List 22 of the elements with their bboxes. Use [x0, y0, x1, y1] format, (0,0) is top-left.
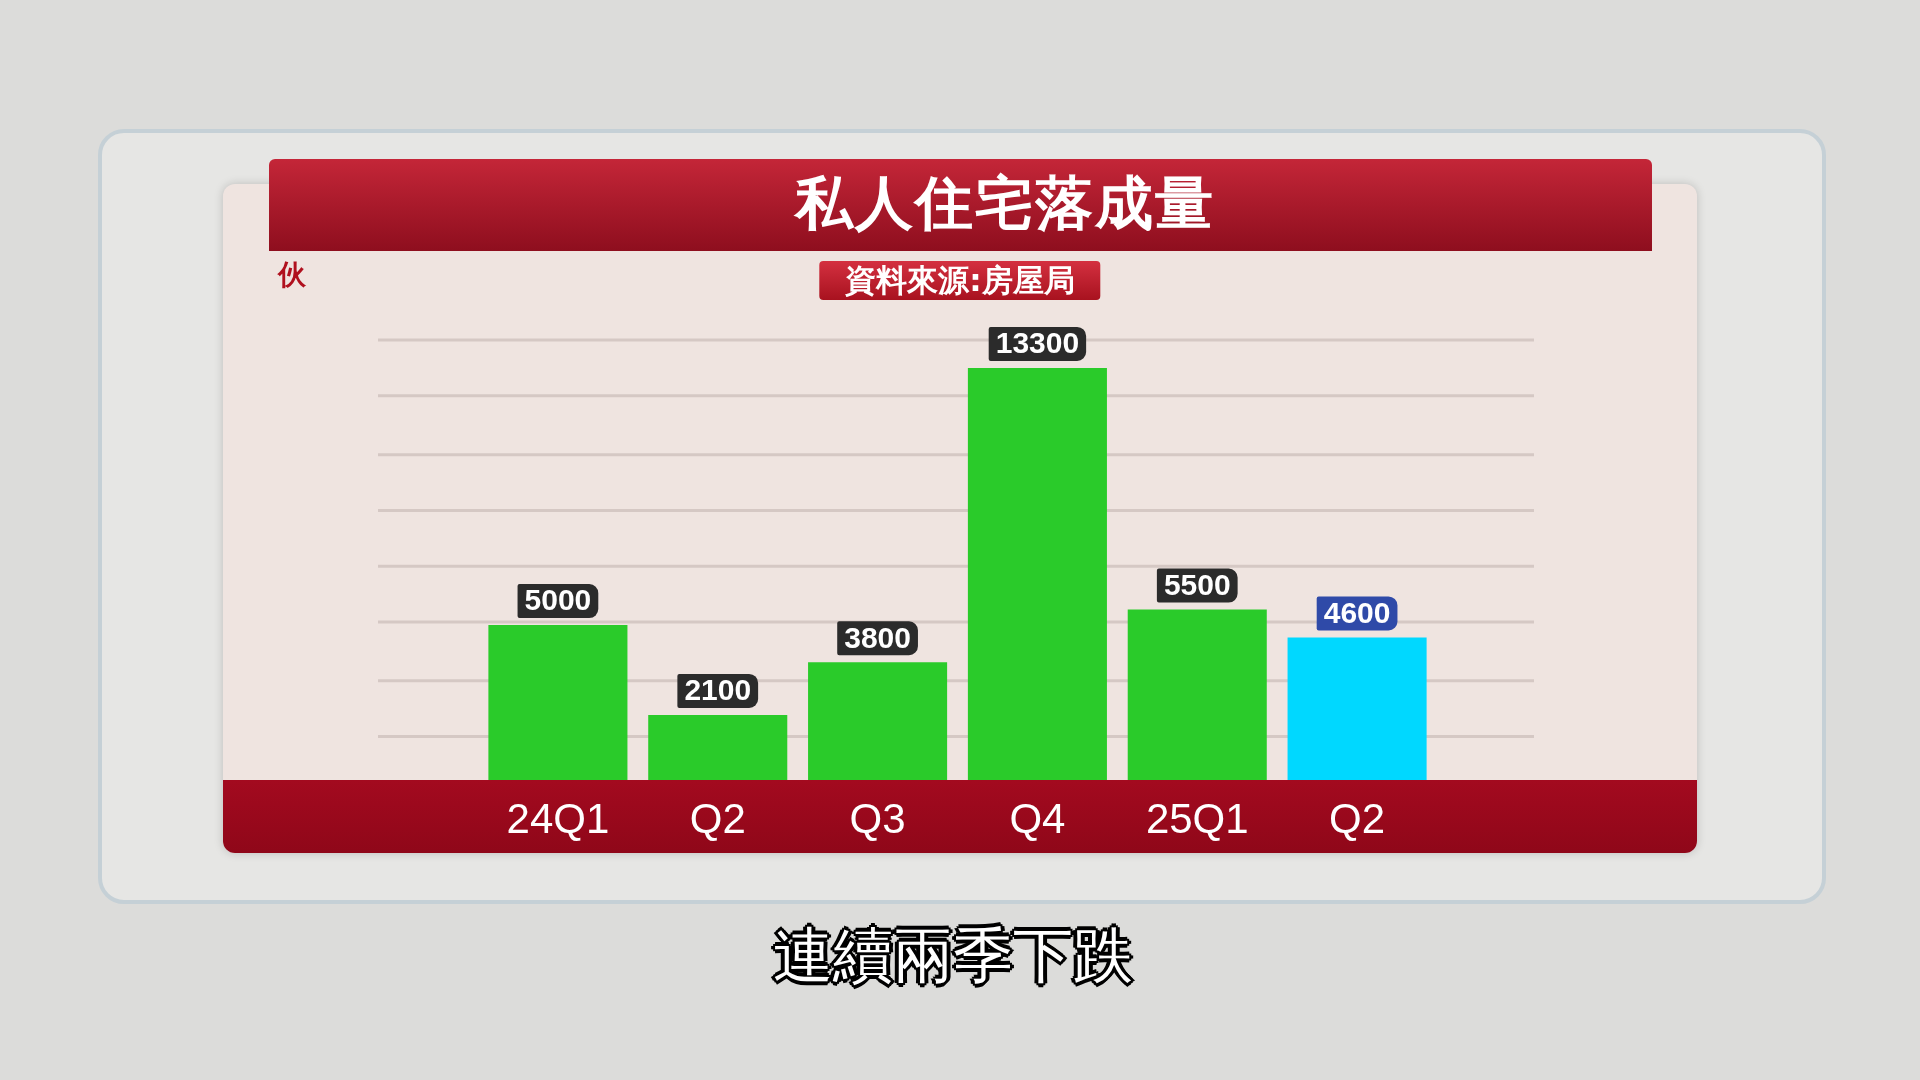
data-label: 5500: [1163, 567, 1231, 601]
bar: [967, 367, 1107, 780]
bar: [808, 662, 948, 780]
source-note: 資料來源:房屋局: [819, 261, 1101, 300]
data-label: 3800: [844, 620, 911, 654]
text: 連續兩季下跌: [773, 919, 1133, 990]
bar: [488, 625, 628, 780]
data-label: 5000: [524, 583, 592, 617]
data-label: 2100: [684, 673, 752, 707]
y-axis-title: 伙: [278, 258, 306, 291]
x-tick-label: Q4: [1009, 794, 1066, 842]
bar: [1287, 637, 1427, 780]
x-tick-label: 25Q1: [1145, 794, 1249, 842]
x-tick-label: Q2: [689, 794, 746, 842]
x-tick-label: Q2: [1329, 794, 1386, 842]
x-tick-label: Q3: [849, 794, 906, 842]
bar: [648, 714, 788, 780]
bar: [1127, 609, 1267, 780]
data-label: 13300: [995, 326, 1080, 360]
data-label: 4600: [1323, 595, 1391, 629]
x-tick-label: 24Q1: [506, 794, 610, 842]
chart-title: 私人住宅落成量: [795, 169, 1215, 238]
